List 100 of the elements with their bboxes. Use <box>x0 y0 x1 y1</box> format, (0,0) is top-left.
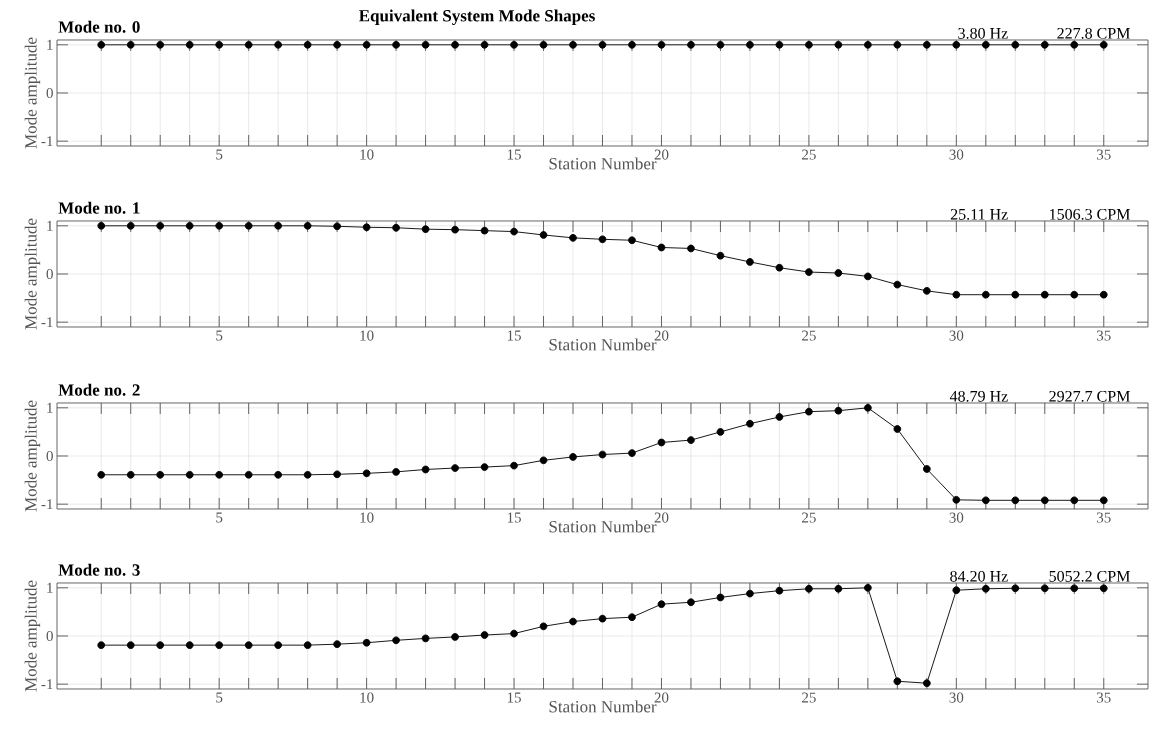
point <box>598 614 607 623</box>
x-tick-label: 25 <box>802 149 816 160</box>
point <box>510 461 518 470</box>
point <box>1040 496 1049 505</box>
point <box>244 470 253 479</box>
point <box>1099 584 1108 593</box>
y-axis-title: Mode amplitude <box>24 580 41 692</box>
point <box>1099 496 1108 505</box>
text: 227.8 CPM <box>1057 27 1130 39</box>
point <box>922 679 931 688</box>
point <box>126 470 135 479</box>
point <box>451 633 459 641</box>
x-tick-label: 5 <box>216 149 223 160</box>
x-tick-label: 30 <box>949 330 964 341</box>
point <box>981 496 990 505</box>
point <box>716 593 725 602</box>
x-tick-label: 10 <box>360 149 374 160</box>
chart-title: Mode no. 1 <box>58 201 140 214</box>
point <box>126 221 135 230</box>
point <box>539 456 548 465</box>
point <box>569 234 577 242</box>
x-tick-label: 25 <box>802 692 816 703</box>
text: 84.20 Hz <box>950 570 1008 582</box>
y-tick-label: 0 <box>46 87 53 99</box>
text: 1506.3 CPM <box>1050 208 1130 220</box>
point <box>834 269 843 277</box>
point <box>480 226 489 235</box>
point <box>274 470 282 479</box>
x-tick-label: 5 <box>216 330 223 341</box>
point <box>333 470 341 479</box>
point <box>746 589 754 598</box>
point <box>834 584 843 593</box>
x-tick-label: 15 <box>507 330 521 341</box>
y-tick-label: 0 <box>46 450 53 462</box>
chart-title: Mode no. 2 <box>58 383 140 396</box>
y-tick-label: 0 <box>46 630 53 642</box>
point <box>539 231 548 239</box>
point <box>598 450 607 459</box>
point <box>981 584 990 593</box>
point <box>451 464 459 472</box>
point <box>1099 290 1108 299</box>
y-tick-label: 0 <box>46 268 53 280</box>
point <box>392 223 400 232</box>
point <box>156 470 165 479</box>
y-tick-label: -1 <box>41 136 53 147</box>
point <box>421 465 430 474</box>
x-tick-label: 25 <box>802 512 816 523</box>
point <box>1011 584 1020 593</box>
point <box>97 641 106 649</box>
x-tick-label: 30 <box>949 149 964 160</box>
x-tick-label: 35 <box>1096 149 1111 160</box>
point <box>657 243 666 252</box>
point <box>303 641 312 649</box>
point <box>303 221 312 230</box>
point <box>480 631 489 639</box>
point <box>97 221 106 230</box>
y-axis-title: Mode amplitude <box>24 400 41 512</box>
point <box>1070 496 1079 505</box>
point <box>716 428 725 436</box>
point <box>952 495 961 504</box>
point <box>510 629 518 638</box>
x-tick-label: 5 <box>216 512 223 523</box>
point <box>480 463 489 471</box>
point <box>1070 584 1079 593</box>
point <box>598 235 607 244</box>
point <box>185 641 194 649</box>
point <box>362 469 371 478</box>
point <box>775 586 784 595</box>
point <box>952 586 961 595</box>
y-tick-label: -1 <box>41 499 53 510</box>
point <box>510 227 518 236</box>
point <box>156 641 165 649</box>
point <box>922 465 931 473</box>
point <box>628 613 636 622</box>
text: Equivalent System Mode Shapes <box>359 9 595 26</box>
text: 5052.2 CPM <box>1049 570 1130 582</box>
point <box>215 470 224 479</box>
x-tick-label: 10 <box>360 692 374 703</box>
point <box>126 641 135 649</box>
y-axis-title: Mode amplitude <box>24 37 41 149</box>
x-tick-label: 10 <box>360 512 374 523</box>
point <box>215 221 224 230</box>
y-axis-title: Mode amplitude <box>24 218 41 330</box>
point <box>657 600 666 609</box>
point <box>362 638 371 647</box>
text: 3.80 Hz <box>958 27 1008 39</box>
y-tick-label: -1 <box>41 317 53 328</box>
point <box>775 263 784 272</box>
text: 2927.7 CPM <box>1049 390 1130 402</box>
point <box>569 453 577 461</box>
y-tick-label: 1 <box>47 402 53 413</box>
point <box>539 622 548 631</box>
point <box>97 470 106 479</box>
text: 25.11 Hz <box>950 208 1008 220</box>
point <box>893 677 902 686</box>
chart-title: Mode no. 0 <box>58 20 140 33</box>
point <box>1011 290 1020 299</box>
point <box>1070 290 1079 299</box>
point <box>569 617 577 626</box>
point <box>805 268 813 276</box>
